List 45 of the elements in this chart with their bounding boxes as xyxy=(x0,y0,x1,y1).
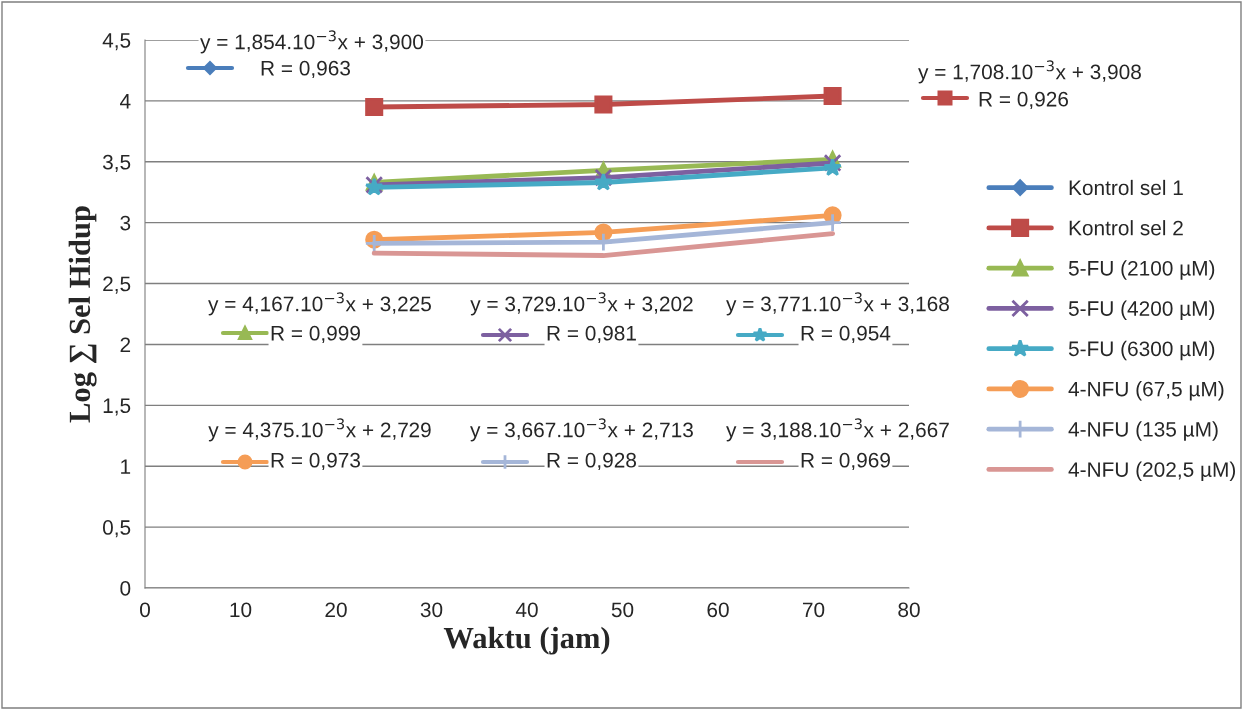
legend-label: 4-NFU (135 µM) xyxy=(1068,421,1218,441)
legend-label: 4-NFU (202,5 µM) xyxy=(1068,461,1236,482)
y-tick-label: 0 xyxy=(120,581,131,596)
x-axis-title: Waktu (jam) xyxy=(443,626,610,655)
annotation: R = 0,954 xyxy=(801,325,891,344)
legend-label: 5-FU (4200 µM) xyxy=(1068,300,1215,321)
annotation: y = 3,188.10$^{−3}$x + 2,667 xyxy=(726,418,949,442)
text: R = 0,926 xyxy=(979,91,1069,110)
y-tick-label: 1 xyxy=(121,459,131,474)
y-tick-label: 2 xyxy=(120,337,131,352)
x-tick-label: 10 xyxy=(230,602,252,618)
annotation: y = 3,771.10$^{−3}$x + 3,168 xyxy=(726,292,949,316)
legend-label: 5-FU (6300 µM) xyxy=(1068,340,1215,361)
annotation: R = 0,963 xyxy=(261,60,351,79)
y-tick-label: 1,5 xyxy=(103,398,131,416)
y-axis-title: Log ∑ Sel Hidup xyxy=(68,206,97,423)
x-tick-label: 50 xyxy=(611,602,634,618)
annotation: y = 4,375.10$^{−3}$x + 2,729 xyxy=(208,418,431,442)
annotation: y = 3,729.10$^{−3}$x + 3,202 xyxy=(470,292,693,316)
x-tick-label: 0 xyxy=(140,602,150,618)
annotation: R = 0,999 xyxy=(271,325,360,344)
legend-label: 5-FU (2100 µM) xyxy=(1068,260,1215,280)
x-tick-label: 60 xyxy=(707,602,729,618)
y-tick-label: 3,5 xyxy=(102,154,131,172)
annotation: R = 0,973 xyxy=(271,452,361,471)
y-tick-label: 0,5 xyxy=(102,520,131,538)
annotation: y = 4,167.10$^{−3}$x + 3,225 xyxy=(208,292,431,316)
x-tick-label: 30 xyxy=(420,602,443,618)
text: y = 1,708.10$^{−3}$x + 3,908 xyxy=(918,60,1141,84)
legend-label: Kontrol sel 1 xyxy=(1069,179,1183,196)
x-tick-label: 80 xyxy=(898,602,920,618)
annotation: R = 0,981 xyxy=(547,325,636,344)
y-tick-label: 4 xyxy=(120,94,131,109)
annotation: y = 1,854.10$^{−3}$x + 3,900 xyxy=(200,30,424,54)
y-tick-label: 2,5 xyxy=(103,276,131,294)
y-tick-label: 3 xyxy=(120,215,131,231)
x-tick-label: 40 xyxy=(515,602,538,618)
x-tick-label: 20 xyxy=(325,602,347,618)
x-tick-label: 70 xyxy=(802,602,825,618)
annotation: y = 3,667.10$^{−3}$x + 2,713 xyxy=(470,418,693,442)
y-tick-label: 4,5 xyxy=(102,33,131,51)
legend-label: Kontrol sel 2 xyxy=(1069,220,1183,236)
annotation: R = 0,928 xyxy=(547,452,637,471)
annotation: R = 0,969 xyxy=(801,452,890,471)
legend-label: 4-NFU (67,5 µM) xyxy=(1068,381,1224,401)
